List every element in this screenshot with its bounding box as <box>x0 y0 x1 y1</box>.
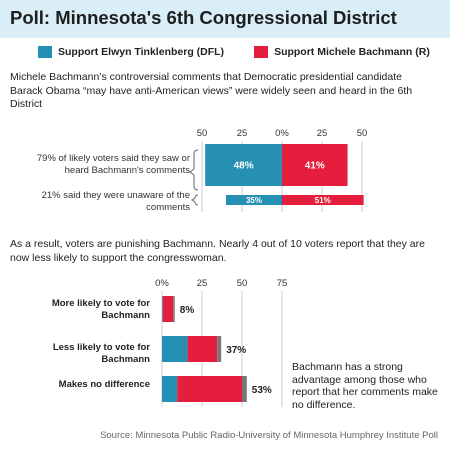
legend-swatch-dfl <box>38 46 52 58</box>
chart2-bar-rep <box>187 336 218 362</box>
chart2-bar-rep <box>162 296 174 322</box>
legend-item-dfl: Support Elwyn Tinklenberg (DFL) <box>38 46 224 58</box>
chart1-value-dfl: 35% <box>246 196 262 205</box>
legend-item-rep: Support Michele Bachmann (R) <box>254 46 430 58</box>
chart1-bar-rep <box>282 195 364 205</box>
chart2-total-label: 37% <box>226 345 246 356</box>
chart1-tick-label: 50 <box>357 128 368 139</box>
middle-text: As a result, voters are punishing Bachma… <box>10 238 425 264</box>
page-title: Poll: Minnesota's 6th Congressional Dist… <box>10 7 397 28</box>
chart2-bar-other <box>217 336 222 362</box>
legend: Support Elwyn Tinklenberg (DFL) Support … <box>38 44 450 60</box>
annotation-text: Bachmann has a strong advantage among th… <box>292 361 438 411</box>
chart2-tick-label: 25 <box>197 278 208 289</box>
chart1-tick-label: 50 <box>197 128 208 139</box>
chart2-tick-label: 75 <box>277 278 288 289</box>
chart2-total-label: 8% <box>180 305 195 316</box>
chart1-row1-bracket <box>189 149 199 191</box>
chart1-tick-label: 25 <box>237 128 248 139</box>
chart2-stacked-bars: 0% 25 50 75 8% 37% 53% <box>155 278 288 407</box>
chart1-tick-label: 25 <box>317 128 328 139</box>
chart1-bar-rep <box>282 144 348 186</box>
intro-text: Michele Bachmann’s controversial comment… <box>10 71 413 110</box>
chart2-cat3-label: Makes no difference <box>58 379 150 390</box>
chart2-bar-dfl <box>162 336 188 362</box>
chart1-row1-label: 79% of likely voters said they saw or he… <box>36 153 190 176</box>
chart2-bar-dfl <box>162 376 178 402</box>
chart1-value-rep: 41% <box>305 161 325 172</box>
legend-label-rep: Support Michele Bachmann (R) <box>274 46 430 58</box>
chart2-cat1-label: More likely to vote for Bachmann <box>51 298 150 321</box>
legend-swatch-rep <box>254 46 269 58</box>
chart1-value-dfl: 48% <box>234 161 254 172</box>
chart2-bar-dfl <box>162 296 163 322</box>
chart2-tick-label: 50 <box>237 278 248 289</box>
chart2-total-label: 53% <box>252 385 272 396</box>
chart2-bar-other <box>242 376 247 402</box>
chart1-tick-label: 0% <box>275 128 289 139</box>
chart2-tick-label: 0% <box>155 278 169 289</box>
chart1-bar-dfl <box>226 195 282 205</box>
chart1-row2-bracket <box>191 194 199 206</box>
chart1-row2-label: 21% said they were unaware of the commen… <box>41 190 190 213</box>
chart2-cat2-label: Less likely to vote for Bachmann <box>52 342 150 365</box>
chart2-bar-other <box>173 296 175 322</box>
chart1-value-rep: 51% <box>315 196 331 205</box>
legend-label-dfl: Support Elwyn Tinklenberg (DFL) <box>58 46 225 58</box>
chart1-bar-dfl <box>205 144 282 186</box>
source-note: Source: Minnesota Public Radio-Universit… <box>100 430 438 441</box>
chart2-bar-rep <box>177 376 242 402</box>
chart1-diverging-bars: 50 25 0% 25 50 48% 41% 35% 51% <box>189 128 368 212</box>
title-bar: Poll: Minnesota's 6th Congressional Dist… <box>0 0 450 38</box>
